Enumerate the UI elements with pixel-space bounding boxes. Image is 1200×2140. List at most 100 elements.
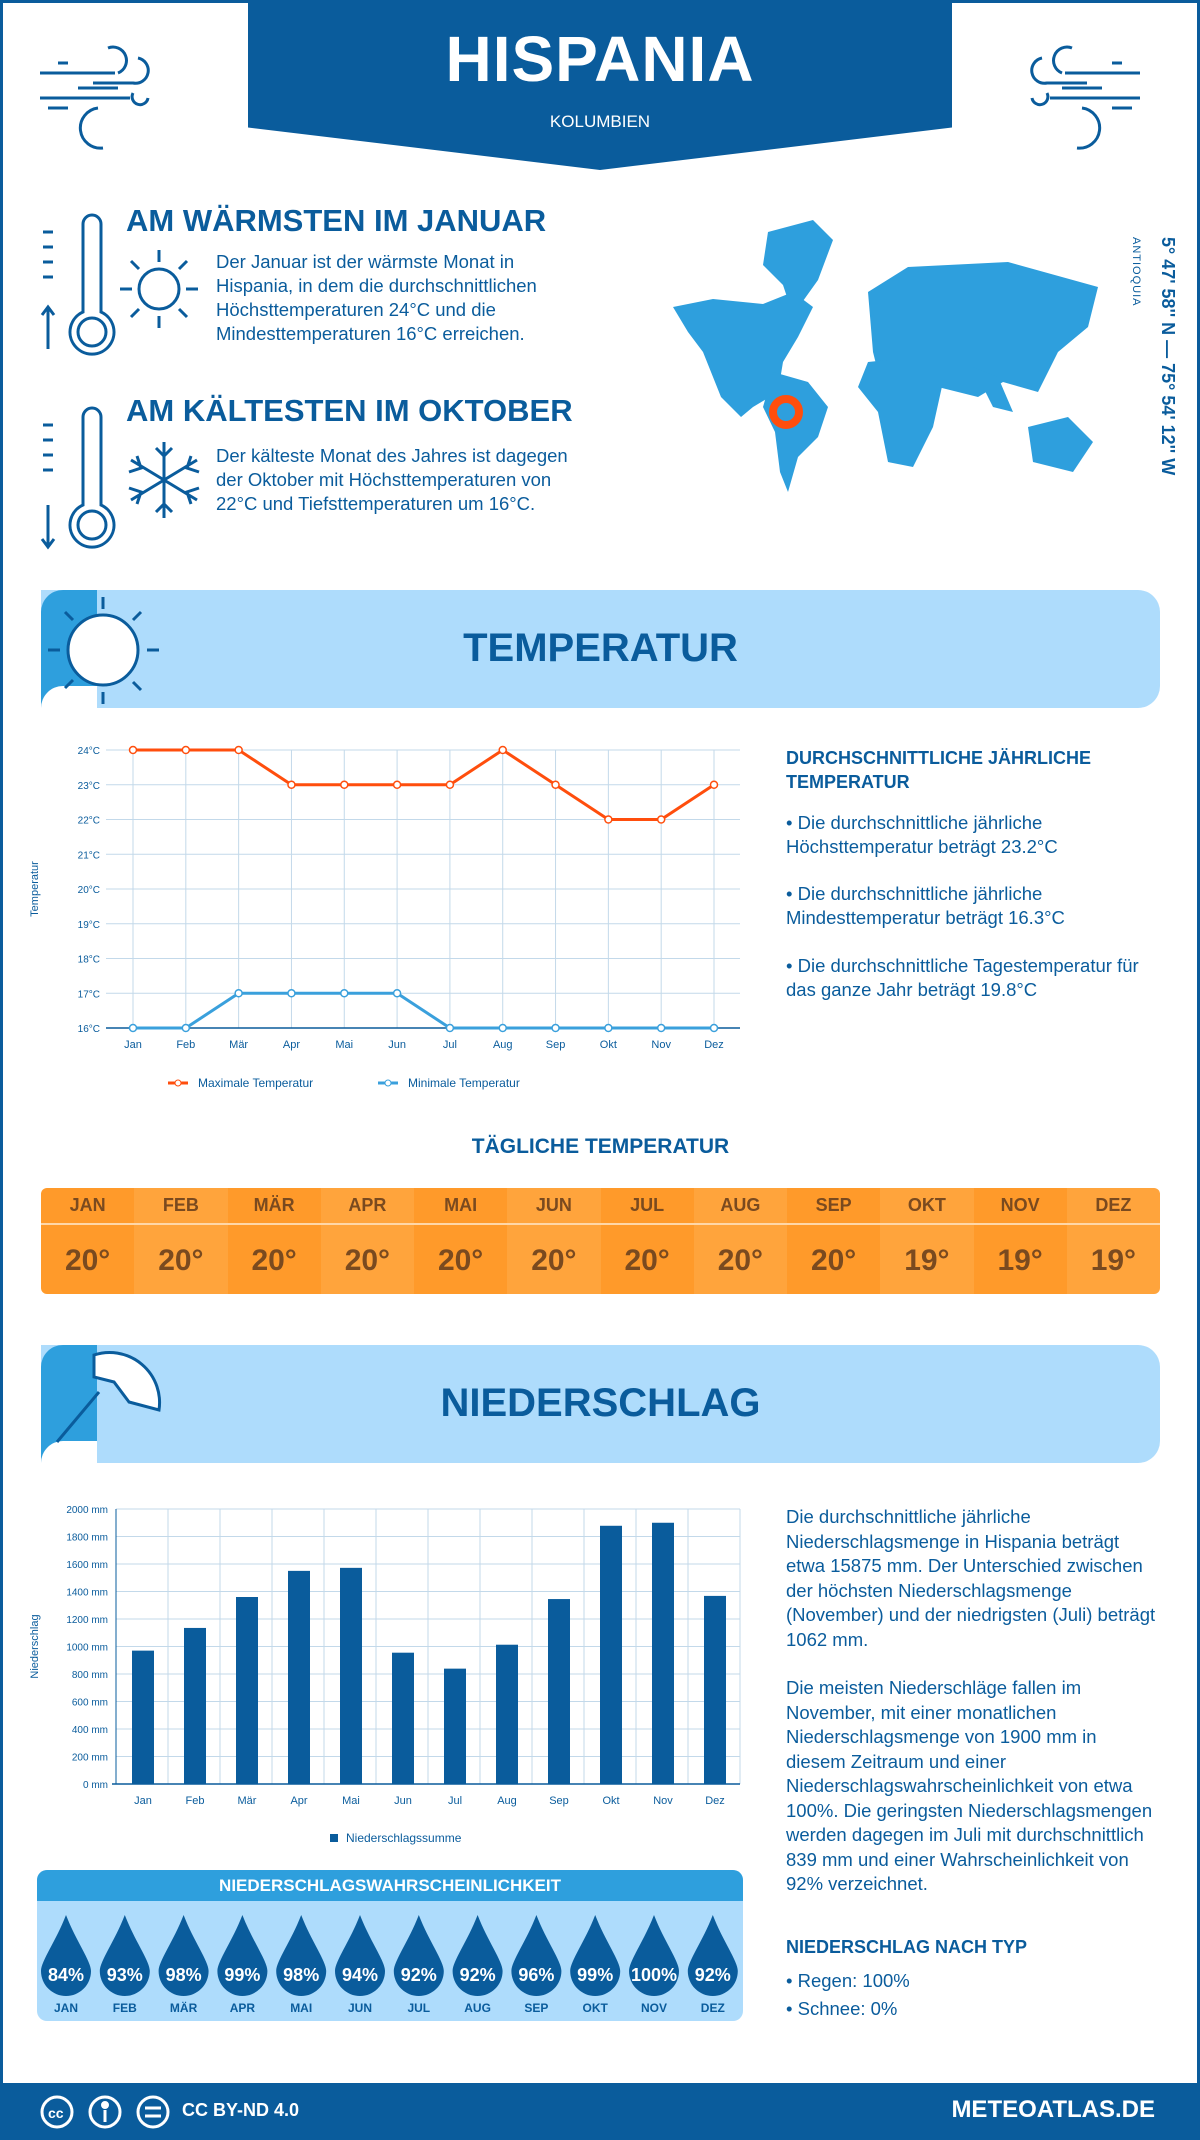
snowflake-icon xyxy=(128,442,200,518)
bar xyxy=(340,1567,362,1784)
raindrop-icon xyxy=(511,1915,562,1996)
daily-temp-column: JUN 20° xyxy=(507,1188,601,1294)
precip-type-heading: NIEDERSCHLAG NACH TYP xyxy=(786,1937,1028,1957)
daily-temp-value: 20° xyxy=(787,1223,881,1294)
month-label: OKT xyxy=(583,2001,609,2015)
daily-temp-table: JAN 20° FEB 20° MÄR 20° APR 20° MAI 20° JUN 20° JUL 2… xyxy=(41,1188,1160,1294)
daily-temp-column: MÄR 20° xyxy=(227,1188,321,1294)
y-tick-label: 600 mm xyxy=(72,1698,108,1709)
data-point xyxy=(498,745,507,755)
month-label: SEP xyxy=(524,2001,548,2015)
coldest-heading: AM KÄLTESTEN IM OKTOBER xyxy=(126,393,573,428)
probability-value: 93% xyxy=(107,1965,143,1985)
x-tick-label: Feb xyxy=(176,1039,195,1051)
month-label: MAI xyxy=(290,2001,312,2015)
month-label: JAN xyxy=(41,1188,135,1223)
bar xyxy=(132,1650,154,1784)
y-tick-label: 1200 mm xyxy=(66,1615,108,1626)
x-tick-label: Mär xyxy=(238,1795,257,1807)
umbrella-rain-icon xyxy=(55,1351,162,1443)
x-tick-label: Nov xyxy=(653,1795,673,1807)
raindrop-icon xyxy=(687,1915,738,1996)
probability-value: 99% xyxy=(224,1965,260,1985)
raindrop-icon xyxy=(570,1915,621,1996)
temperature-banner: TEMPERATUR xyxy=(41,590,1160,708)
daily-temp-column: APR 20° xyxy=(320,1188,414,1294)
data-point xyxy=(656,1023,666,1033)
x-tick-label: Dez xyxy=(704,1039,724,1051)
y-axis-label: Temperatur xyxy=(30,861,41,917)
thermometer-down-icon xyxy=(40,406,116,550)
y-tick-label: 200 mm xyxy=(72,1753,108,1764)
month-label: MAI xyxy=(414,1188,508,1223)
site-link[interactable]: METEOATLAS.DE xyxy=(951,2096,1155,2123)
y-tick-label: 800 mm xyxy=(72,1670,108,1681)
month-label: MÄR xyxy=(170,2000,198,2015)
annual-temp-heading: DURCHSCHNITTLICHE JÄHRLICHE TEMPERATUR xyxy=(786,748,1091,792)
data-point xyxy=(181,1023,191,1033)
y-tick-label: 19°C xyxy=(78,920,100,931)
month-label: NOV xyxy=(973,1188,1067,1223)
raindrop-icon xyxy=(393,1915,444,1996)
raindrop-icon xyxy=(629,1915,679,1996)
thermometer-up-icon xyxy=(40,213,116,356)
probability-value: 98% xyxy=(283,1965,319,1985)
data-point xyxy=(445,780,455,789)
data-point xyxy=(287,989,296,998)
cc-license-icons: cc xyxy=(40,2095,170,2129)
daily-temp-value: 20° xyxy=(414,1223,508,1294)
month-label: JUN xyxy=(507,1188,601,1223)
data-point xyxy=(128,1023,138,1033)
x-tick-label: Okt xyxy=(602,1795,619,1807)
y-tick-label: 22°C xyxy=(78,816,100,827)
data-point xyxy=(551,1023,560,1033)
month-label: FEB xyxy=(113,2001,137,2015)
x-tick-label: Apr xyxy=(283,1039,300,1051)
y-tick-label: 2000 mm xyxy=(66,1505,108,1516)
sun-icon xyxy=(48,597,159,704)
daily-temp-column: OKT 19° xyxy=(880,1188,974,1294)
warmest-heading: AM WÄRMSTEN IM JANUAR xyxy=(126,203,547,238)
snow-share: • Schnee: 0% xyxy=(786,1998,898,2019)
y-tick-label: 18°C xyxy=(78,955,100,966)
daily-temp-heading: TÄGLICHE TEMPERATUR xyxy=(471,1135,730,1158)
annual-temp-bullet: • Die durchschnittliche jährliche Mindes… xyxy=(786,883,1065,928)
annual-temp-bullet: • Die durchschnittliche jährliche Höchst… xyxy=(786,812,1058,857)
daily-temp-value: 20° xyxy=(507,1223,601,1294)
y-tick-label: 400 mm xyxy=(72,1725,108,1736)
x-tick-label: Jan xyxy=(134,1795,152,1807)
x-tick-label: Aug xyxy=(493,1039,513,1051)
bar xyxy=(652,1522,674,1784)
warmest-text: Der Januar ist der wärmste Monat in Hisp… xyxy=(216,251,537,344)
y-tick-label: 23°C xyxy=(78,781,100,792)
data-point xyxy=(234,989,243,998)
x-tick-label: Sep xyxy=(549,1795,569,1807)
y-tick-label: 0 mm xyxy=(83,1780,108,1791)
data-point xyxy=(287,780,296,789)
annual-temp-bullet: • Die durchschnittliche Tagestemperatur … xyxy=(786,955,1139,1000)
y-tick-label: 1000 mm xyxy=(66,1643,108,1654)
y-tick-label: 20°C xyxy=(78,885,100,896)
x-tick-label: Jul xyxy=(448,1795,462,1807)
y-tick-label: 1800 mm xyxy=(66,1533,108,1544)
raindrop-icon xyxy=(452,1915,503,1996)
svg-text:cc: cc xyxy=(48,2105,64,2121)
precip-text-2: Die meisten Niederschläge fallen im Nove… xyxy=(786,1677,1153,1894)
legend-label: Niederschlagssumme xyxy=(346,1831,462,1845)
month-label: APR xyxy=(320,1188,414,1223)
x-tick-label: Jun xyxy=(394,1795,412,1807)
region-label: ANTIOQUIA xyxy=(1130,237,1142,307)
x-tick-label: Feb xyxy=(186,1795,205,1807)
month-label: JUN xyxy=(348,2001,372,2015)
daily-temp-column: MAI 20° xyxy=(414,1188,508,1294)
data-point xyxy=(340,989,349,998)
series-line xyxy=(133,991,714,1030)
data-point xyxy=(234,745,243,755)
data-point xyxy=(181,745,191,755)
x-tick-label: Mai xyxy=(342,1795,360,1807)
data-point xyxy=(709,780,719,789)
precipitation-title: NIEDERSCHLAG xyxy=(440,1381,761,1425)
data-point xyxy=(445,1023,455,1033)
raindrop-icon xyxy=(335,1915,385,1996)
bar xyxy=(704,1595,726,1784)
